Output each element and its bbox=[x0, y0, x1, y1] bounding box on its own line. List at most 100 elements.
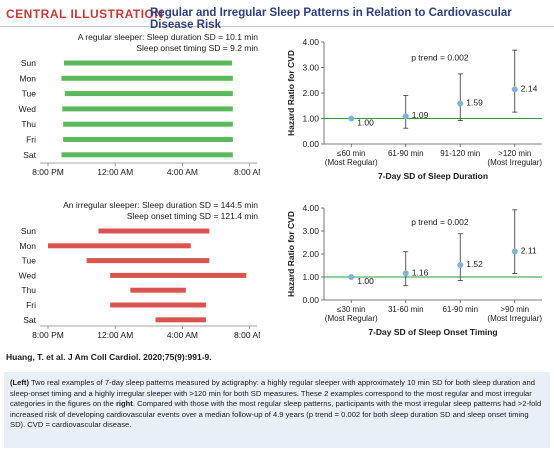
sleep-bar bbox=[63, 137, 233, 142]
sleep-bar bbox=[63, 121, 233, 127]
time-tick-label: 4:00 AM bbox=[167, 330, 198, 338]
x-tick-sublabel: (Most Irregular) bbox=[487, 158, 542, 167]
time-tick-label: 12:00 AM bbox=[97, 330, 133, 338]
irregular-title-duration: An irregular sleeper: Sleep duration SD … bbox=[63, 200, 258, 210]
hr-value-label: 1.16 bbox=[412, 267, 429, 277]
sleep-bar bbox=[48, 243, 191, 249]
hr-point bbox=[457, 262, 464, 269]
y-tick-label: 0.00 bbox=[302, 139, 319, 149]
day-label: Fri bbox=[26, 135, 36, 145]
time-tick-label: 8:00 PM bbox=[32, 330, 64, 338]
x-tick-label: ≤60 min bbox=[337, 149, 365, 158]
y-tick-label: 3.00 bbox=[302, 226, 319, 236]
citation: Huang, T. et al. J Am Coll Cardiol. 2020… bbox=[6, 352, 212, 362]
hr-value-label: 1.09 bbox=[412, 110, 429, 120]
y-axis-label: Hazard Ratio for CVD bbox=[286, 211, 296, 297]
y-tick-label: 4.00 bbox=[302, 37, 319, 47]
time-tick-label: 12:00 AM bbox=[97, 167, 133, 177]
hr-value-label: 1.59 bbox=[466, 97, 483, 107]
p-trend-annotation: p trend = 0.002 bbox=[411, 217, 469, 227]
sleep-bar bbox=[130, 287, 186, 293]
sleep-bar bbox=[155, 317, 206, 323]
hr-value-label: 1.00 bbox=[357, 118, 374, 128]
duration-hr-chart: 0.00 1.00 2.00 3.00 4.00 Hazard Ratio for CVD… bbox=[286, 37, 542, 181]
y-tick-label: 2.00 bbox=[302, 249, 319, 259]
day-label: Sat bbox=[23, 315, 36, 325]
sleep-bar bbox=[110, 272, 247, 278]
day-label: Sat bbox=[23, 150, 36, 160]
hr-point bbox=[348, 274, 355, 280]
x-tick-label: 31-60 min bbox=[388, 305, 424, 314]
day-label: Thu bbox=[21, 285, 36, 295]
x-tick-label: 61-90 min bbox=[442, 305, 478, 314]
day-label: Tue bbox=[22, 89, 37, 99]
day-label: Sun bbox=[21, 226, 36, 236]
day-label: Fri bbox=[26, 300, 36, 310]
sleep-bar bbox=[62, 106, 233, 112]
y-tick-label: 2.00 bbox=[302, 88, 319, 98]
x-tick-label: 61-90 min bbox=[388, 149, 424, 158]
duration-hr-panel: 0.00 1.00 2.00 3.00 4.00 Hazard Ratio for CVD… bbox=[270, 32, 548, 192]
caption-part2: . Compared with those with the most regu… bbox=[10, 399, 542, 430]
y-tick-label: 4.00 bbox=[302, 203, 319, 213]
x-tick-label: 91-120 min bbox=[440, 149, 480, 158]
day-label: Mon bbox=[19, 241, 36, 251]
x-tick-sublabel: (Most Regular) bbox=[325, 158, 378, 167]
day-label: Sun bbox=[21, 58, 36, 68]
regular-title-onset: Sleep onset timing SD = 9.2 min bbox=[136, 43, 258, 53]
day-label: Tue bbox=[22, 256, 37, 266]
sleep-bar bbox=[61, 75, 233, 81]
x-axis-label: 7-Day SD of Sleep Onset Timing bbox=[368, 327, 497, 337]
y-tick-label: 3.00 bbox=[302, 63, 319, 73]
onset-hr-panel: 0.00 1.00 2.00 3.00 4.00 Hazard Ratio for CVD… bbox=[270, 198, 548, 348]
caption-part1: Two real examples of 7-day sleep pattern… bbox=[10, 378, 535, 409]
time-tick-label: 8:00 AM bbox=[234, 330, 260, 338]
sleep-bar bbox=[110, 302, 206, 308]
caption-lead: (Left) bbox=[10, 378, 29, 387]
caption-right: right bbox=[115, 399, 133, 409]
time-tick-label: 4:00 AM bbox=[167, 167, 198, 177]
hr-point bbox=[511, 86, 518, 93]
header: CENTRAL ILLUSTRATION Regular and Irregul… bbox=[0, 0, 554, 31]
p-trend-annotation: p trend = 0.002 bbox=[411, 52, 469, 62]
time-tick-label: 8:00 AM bbox=[234, 167, 260, 177]
day-label: Mon bbox=[19, 73, 36, 83]
hr-value-label: 1.00 bbox=[357, 276, 374, 286]
y-tick-label: 1.00 bbox=[302, 272, 319, 282]
central-illustration-tag: CENTRAL ILLUSTRATION bbox=[6, 7, 164, 21]
time-tick-label: 8:00 PM bbox=[32, 167, 64, 177]
x-tick-label: ≤30 min bbox=[337, 305, 365, 314]
x-tick-label: >90 min bbox=[500, 305, 529, 314]
caption-text: (Left) Two real examples of 7-day sleep … bbox=[4, 372, 550, 437]
regular-sleeper-panel: A regular sleeper: Sleep duration SD = 1… bbox=[10, 32, 260, 180]
figure-title: Regular and Irregular Sleep Patterns in … bbox=[150, 7, 512, 31]
onset-hr-chart: 0.00 1.00 2.00 3.00 4.00 Hazard Ratio for CVD… bbox=[286, 203, 542, 337]
hr-point bbox=[457, 100, 464, 107]
irregular-sleeper-panel: An irregular sleeper: Sleep duration SD … bbox=[10, 200, 260, 338]
y-tick-label: 0.00 bbox=[302, 295, 319, 305]
regular-sleep-chart: Sun Mon Tue Wed Thu Fri Sat 8:00 PM 12:00 AM 4:00… bbox=[19, 58, 260, 177]
sleep-bar bbox=[64, 91, 233, 97]
day-label: Thu bbox=[21, 119, 36, 129]
hr-point bbox=[511, 248, 518, 255]
sleep-bar bbox=[86, 258, 210, 264]
x-tick-sublabel: (Most Regular) bbox=[325, 314, 378, 323]
day-label: Wed bbox=[19, 270, 37, 280]
x-tick-label: >120 min bbox=[498, 149, 531, 158]
caption-box: (Left) Two real examples of 7-day sleep … bbox=[4, 372, 550, 448]
hr-point bbox=[348, 115, 355, 122]
hr-value-label: 2.11 bbox=[521, 245, 537, 255]
hr-point bbox=[402, 270, 409, 277]
x-axis-label: 7-Day SD of Sleep Duration bbox=[378, 171, 488, 181]
irregular-title-onset: Sleep onset timing SD = 121.4 min bbox=[126, 211, 258, 221]
sleep-bar bbox=[63, 60, 232, 66]
irregular-sleep-chart: Sun Mon Tue Wed Thu Fri Sat 8:00 PM 12:00 AM 4:00… bbox=[19, 226, 260, 338]
sleep-bar bbox=[98, 228, 210, 234]
hr-point bbox=[402, 113, 409, 120]
x-tick-sublabel: (Most Irregular) bbox=[487, 314, 542, 323]
y-tick-label: 1.00 bbox=[302, 114, 319, 124]
day-label: Wed bbox=[19, 104, 37, 114]
y-axis-label: Hazard Ratio for CVD bbox=[286, 50, 296, 136]
sleep-bar bbox=[61, 152, 233, 158]
hr-value-label: 1.52 bbox=[466, 259, 483, 269]
